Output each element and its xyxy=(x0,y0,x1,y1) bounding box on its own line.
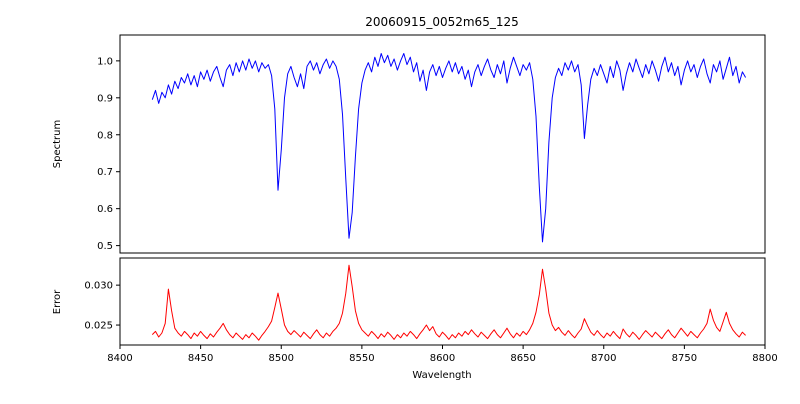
y-tick-label: 0.9 xyxy=(97,93,113,104)
x-tick-label: 8500 xyxy=(269,353,294,364)
chart-title: 20060915_0052m65_125 xyxy=(365,15,518,29)
y-tick-label: 0.5 xyxy=(97,241,113,252)
x-tick-label: 8400 xyxy=(107,353,132,364)
x-tick-label: 8450 xyxy=(188,353,213,364)
plot-frame-spectrum xyxy=(119,34,766,254)
x-tick-label: 8800 xyxy=(752,353,777,364)
x-tick-label: 8650 xyxy=(510,353,535,364)
plot-area: 0.5 0.6 0.7 0.8 0.9 1.0 0.025 0.030 8400 8450 8500… xyxy=(84,34,778,364)
y-axis-label-spectrum: Spectrum xyxy=(52,120,63,168)
y-tick-label: 0.7 xyxy=(97,167,113,178)
x-axis-label: Wavelength xyxy=(412,370,471,381)
y-tick-label: 0.030 xyxy=(84,281,113,292)
y-axis-label-error: Error xyxy=(52,289,63,314)
data-line-error xyxy=(151,264,746,341)
x-tick-label: 8700 xyxy=(591,353,616,364)
data-line-spectrum xyxy=(151,53,747,243)
y-tick-label: 0.6 xyxy=(97,204,113,215)
y-tick-label: 0.8 xyxy=(97,130,113,141)
y-tick-label: 0.025 xyxy=(84,321,113,332)
y-tick-label: 1.0 xyxy=(97,56,113,67)
x-tick-label: 8550 xyxy=(349,353,374,364)
x-tick-label: 8750 xyxy=(672,353,697,364)
x-tick-label: 8600 xyxy=(430,353,455,364)
